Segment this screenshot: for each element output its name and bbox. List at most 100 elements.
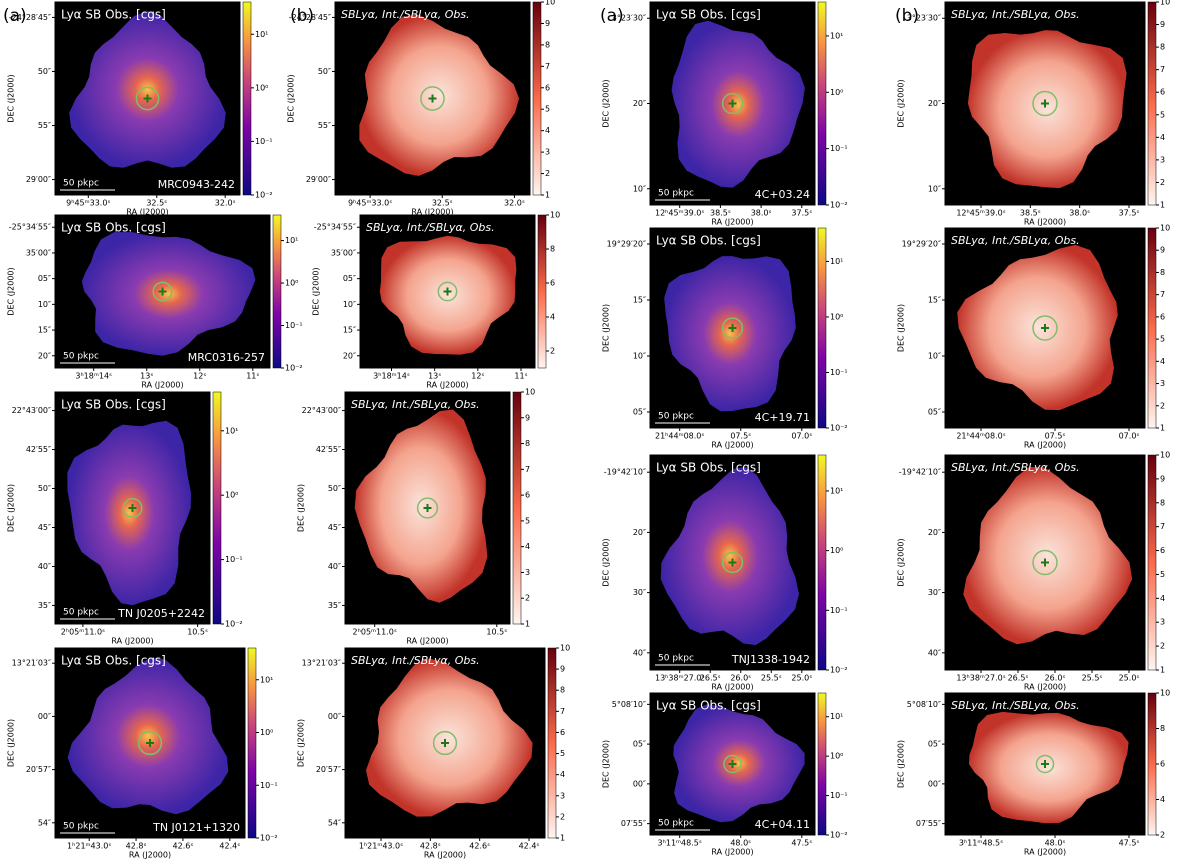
y-axis-label: DEC (J2000) bbox=[897, 304, 906, 352]
colorbar-tick-label: 8 bbox=[525, 439, 530, 448]
dec-tick-label: 10″ bbox=[633, 184, 646, 193]
colorbar-tick-label: 6 bbox=[545, 83, 550, 92]
emission-region bbox=[664, 256, 796, 412]
ra-tick-label: 48.0ˢ bbox=[730, 839, 751, 848]
contour bbox=[437, 281, 458, 302]
ra-tick-label: 07.0ˢ bbox=[791, 432, 812, 441]
panel-title: Lyα SB Obs. [cgs] bbox=[61, 8, 166, 22]
ra-tick-label: 13ˢ bbox=[428, 372, 441, 381]
colorbar-tick-label: 4 bbox=[545, 126, 550, 135]
ra-tick-label: 32.5ˢ bbox=[146, 199, 167, 208]
y-axis-label: DEC (J2000) bbox=[602, 304, 611, 352]
center-marker bbox=[443, 287, 452, 296]
y-axis-label: DEC (J2000) bbox=[297, 719, 306, 767]
ra-tick-label: 42.6ˢ bbox=[469, 842, 490, 851]
ra-tick-label: 12ˢ bbox=[471, 372, 484, 381]
colorbar-tick-label: 10¹ bbox=[285, 236, 298, 245]
center-marker bbox=[1041, 558, 1049, 567]
dec-tick-label: -25°34′55″ bbox=[314, 223, 356, 232]
ra-tick-label: 3ʰ18ᵐ14ˢ bbox=[75, 372, 112, 381]
emission-region bbox=[69, 11, 226, 168]
ra-tick-label: 21ʰ44ᵐ08.0ˢ bbox=[956, 432, 1005, 441]
source-name: 4C+19.71 bbox=[755, 411, 810, 424]
panel-title: SBLyα, Int./SBLyα, Obs. bbox=[341, 8, 470, 21]
panel-title: SBLyα, Int./SBLyα, Obs. bbox=[351, 654, 480, 667]
colorbar-tick-label: 10 bbox=[550, 211, 560, 220]
contour bbox=[1032, 90, 1058, 117]
dec-tick-label: 20′57″ bbox=[316, 765, 341, 774]
colorbar-tick-label: 10 bbox=[545, 0, 555, 7]
colorbar-tick-label: 1 bbox=[560, 834, 565, 843]
emission-region bbox=[957, 244, 1118, 411]
ra-tick-label: 25.0ˢ bbox=[1119, 674, 1140, 683]
x-axis-label: RA (J2000) bbox=[1024, 848, 1066, 857]
dec-tick-label: 13°21′03″ bbox=[302, 659, 341, 668]
colorbar-tick-label: 1 bbox=[525, 620, 530, 629]
x-axis-label: RA (J2000) bbox=[111, 637, 153, 646]
dec-tick-label: 19°29′20″ bbox=[607, 240, 646, 249]
colorbar-tick-label: 8 bbox=[560, 686, 565, 695]
colorbar-tick-label: 8 bbox=[545, 40, 550, 49]
colorbar bbox=[512, 391, 522, 625]
colorbar-tick-label: 6 bbox=[1160, 312, 1165, 321]
colorbar-tick-label: 6 bbox=[560, 728, 565, 737]
ra-tick-label: 25.5ˢ bbox=[761, 674, 782, 683]
dec-tick-label: -19°42′10″ bbox=[604, 468, 646, 477]
colorbar-tick-label: 10⁰ bbox=[285, 279, 298, 288]
source-name: 4C+04.11 bbox=[755, 818, 810, 831]
colorbar-tick-label: 8 bbox=[550, 245, 555, 254]
colorbar-tick-label: 10 bbox=[525, 388, 535, 397]
x-axis-label: RA (J2000) bbox=[711, 848, 753, 857]
colorbar-tick-label: 1 bbox=[1160, 666, 1165, 675]
scale-bar-label: 50 pkpc bbox=[63, 608, 99, 618]
panel-tag: (b) bbox=[290, 6, 314, 26]
colorbar-tick-label: 3 bbox=[1160, 379, 1165, 388]
colorbar-tick-label: 4 bbox=[1160, 357, 1165, 366]
dec-tick-label: 35″ bbox=[328, 601, 341, 610]
colorbar-tick-label: 10¹ bbox=[830, 486, 843, 495]
dec-tick-label: 05″ bbox=[38, 274, 51, 283]
x-axis-label: RA (J2000) bbox=[711, 683, 753, 692]
colorbar-tick-label: 6 bbox=[1160, 760, 1165, 769]
x-axis-label: RA (J2000) bbox=[711, 441, 753, 450]
dec-tick-label: 40″ bbox=[38, 562, 51, 571]
colorbar-tick-label: 9 bbox=[545, 19, 550, 28]
y-axis-label: DEC (J2000) bbox=[602, 740, 611, 788]
colorbar-tick-label: 2 bbox=[545, 169, 550, 178]
dec-tick-label: 29′00″ bbox=[306, 175, 331, 184]
colorbar bbox=[817, 227, 827, 429]
ra-tick-label: 32.0ˢ bbox=[215, 199, 236, 208]
dec-tick-label: 35′00″ bbox=[331, 248, 356, 257]
colorbar-tick-label: 5 bbox=[545, 105, 550, 114]
dec-tick-label: 20″ bbox=[343, 351, 356, 360]
x-axis-label: RA (J2000) bbox=[411, 208, 453, 217]
colorbar-tick-label: 9 bbox=[1160, 20, 1165, 29]
colorbar-tick-label: 10⁻² bbox=[225, 620, 243, 629]
ra-tick-label: 11ˢ bbox=[246, 372, 259, 381]
dec-tick-label: -25°34′55″ bbox=[9, 223, 51, 232]
ra-tick-label: 2ʰ05ᵐ11.0ˢ bbox=[353, 628, 397, 637]
ra-tick-label: 38.5ˢ bbox=[710, 209, 731, 218]
ra-tick-label: 37.5ˢ bbox=[791, 209, 812, 218]
colorbar-tick-label: 2 bbox=[550, 347, 555, 356]
ra-tick-label: 47.5ˢ bbox=[1119, 839, 1140, 848]
colorbar-tick-label: 7 bbox=[525, 465, 530, 474]
colorbar-tick-label: 7 bbox=[545, 62, 550, 71]
colorbar bbox=[817, 1, 827, 206]
colorbar-tick-label: 4 bbox=[560, 770, 565, 779]
scale-bar-label: 50 pkpc bbox=[658, 654, 694, 664]
colorbar-tick-label: 10⁰ bbox=[830, 88, 843, 97]
ra-tick-label: 12ʰ45ᵐ39.0ˢ bbox=[655, 209, 704, 218]
dec-tick-label: 3°23′30″ bbox=[907, 14, 941, 23]
ra-tick-label: 32.5ˢ bbox=[432, 199, 453, 208]
x-axis-label: RA (J2000) bbox=[1024, 683, 1066, 692]
ra-tick-label: 25.0ˢ bbox=[791, 674, 812, 683]
emission-region bbox=[81, 232, 256, 356]
colorbar bbox=[537, 214, 547, 369]
dec-tick-label: 00″ bbox=[38, 712, 51, 721]
ra-tick-label: 3ʰ11ᵐ48.5ˢ bbox=[959, 839, 1003, 848]
ra-tick-label: 3ʰ18ᵐ14ˢ bbox=[373, 372, 410, 381]
panel-title: SBLyα, Int./SBLyα, Obs. bbox=[951, 8, 1080, 21]
dec-tick-label: 10″ bbox=[343, 300, 356, 309]
